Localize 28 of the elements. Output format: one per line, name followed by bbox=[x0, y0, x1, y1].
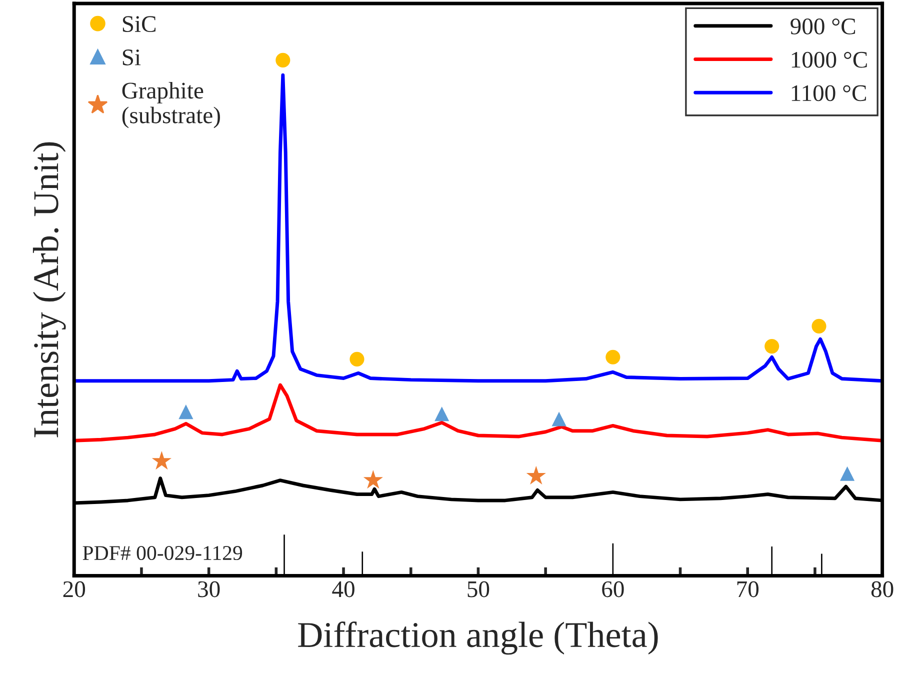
point bbox=[606, 350, 620, 364]
y-axis-title: Intensity (Arb. Unit) bbox=[32, 142, 66, 438]
legend-label: 900 °C bbox=[790, 18, 856, 34]
point bbox=[840, 466, 855, 481]
x-tick-label: 70 bbox=[737, 581, 759, 598]
point bbox=[764, 339, 780, 354]
point bbox=[178, 404, 194, 420]
point bbox=[812, 318, 826, 334]
legend-label: Si bbox=[122, 50, 141, 66]
point bbox=[350, 352, 364, 366]
x-tick-label: 50 bbox=[468, 581, 490, 598]
point bbox=[276, 52, 290, 68]
legend-label: Graphite (substrate) bbox=[122, 82, 220, 128]
x-tick-label: 60 bbox=[602, 581, 624, 598]
legend-label: 1000 °C bbox=[792, 52, 867, 68]
point bbox=[552, 412, 566, 426]
legend-label: SiC bbox=[122, 16, 156, 32]
point bbox=[434, 406, 450, 422]
legend-label: 1100 °C bbox=[792, 85, 866, 102]
x-tick-label: 40 bbox=[332, 581, 354, 598]
point bbox=[363, 470, 383, 489]
x-tick-label: 80 bbox=[871, 581, 894, 598]
x-axis-title: Diffraction angle (Theta) bbox=[298, 621, 658, 655]
point bbox=[526, 466, 546, 485]
point bbox=[152, 450, 172, 470]
x-tick-label: 30 bbox=[198, 581, 220, 598]
annotation: PDF# 00-029-1129 bbox=[82, 546, 242, 560]
x-tick-label: 20 bbox=[63, 581, 86, 598]
